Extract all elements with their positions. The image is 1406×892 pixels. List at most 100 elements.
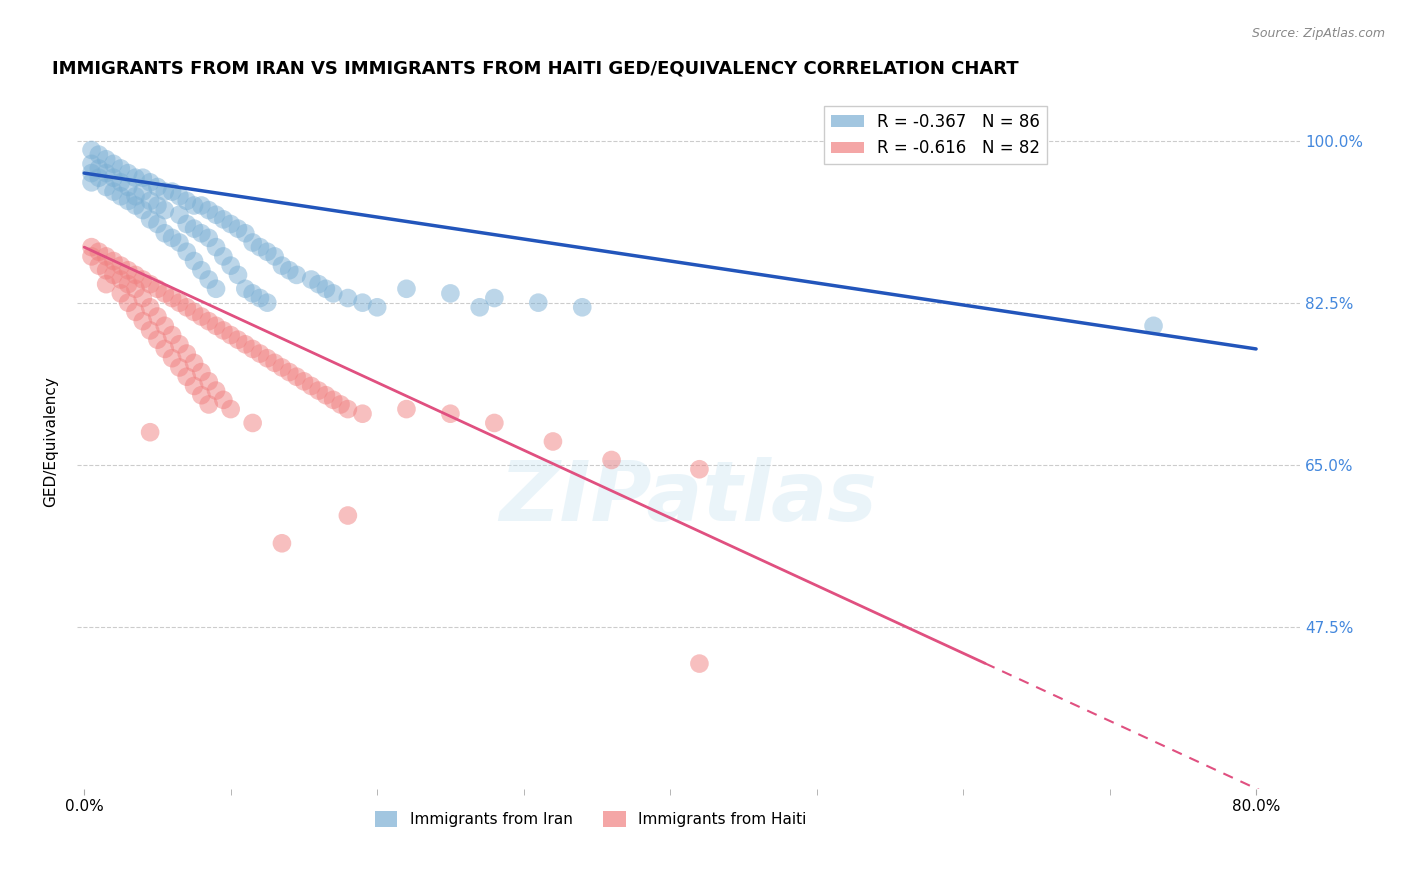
Point: [242, 235, 264, 250]
Point: [139, 425, 162, 440]
Point: [153, 318, 176, 333]
Point: [395, 402, 418, 417]
Point: [242, 342, 264, 356]
Point: [183, 254, 205, 268]
Point: [190, 226, 212, 240]
Point: [153, 226, 176, 240]
Point: [169, 295, 191, 310]
Point: [87, 161, 110, 176]
Point: [439, 286, 461, 301]
Point: [219, 328, 242, 343]
Point: [103, 268, 125, 282]
Point: [117, 166, 139, 180]
Point: [96, 166, 118, 180]
Point: [484, 291, 506, 305]
Point: [87, 244, 110, 259]
Point: [183, 221, 205, 235]
Point: [160, 231, 183, 245]
Point: [160, 351, 183, 366]
Point: [226, 333, 249, 347]
Point: [249, 346, 271, 360]
Point: [322, 392, 344, 407]
Point: [110, 286, 132, 301]
Point: [183, 305, 205, 319]
Point: [197, 397, 219, 411]
Point: [205, 318, 228, 333]
Point: [117, 277, 139, 292]
Point: [315, 388, 337, 402]
Point: [278, 365, 301, 379]
Point: [110, 175, 132, 189]
Point: [688, 462, 710, 476]
Point: [197, 203, 219, 218]
Point: [285, 268, 308, 282]
Point: [205, 282, 228, 296]
Point: [169, 189, 191, 203]
Point: [197, 314, 219, 328]
Point: [256, 295, 278, 310]
Point: [110, 259, 132, 273]
Point: [87, 147, 110, 161]
Point: [176, 244, 198, 259]
Point: [271, 360, 294, 375]
Point: [80, 143, 103, 157]
Point: [146, 180, 169, 194]
Point: [233, 226, 256, 240]
Point: [139, 194, 162, 208]
Point: [263, 356, 285, 370]
Point: [160, 185, 183, 199]
Point: [308, 277, 330, 292]
Point: [103, 185, 125, 199]
Point: [169, 360, 191, 375]
Point: [190, 198, 212, 212]
Point: [183, 379, 205, 393]
Point: [263, 249, 285, 263]
Point: [146, 217, 169, 231]
Point: [96, 263, 118, 277]
Point: [139, 300, 162, 314]
Point: [103, 170, 125, 185]
Point: [110, 189, 132, 203]
Point: [336, 508, 359, 523]
Point: [169, 337, 191, 351]
Point: [219, 402, 242, 417]
Point: [132, 291, 155, 305]
Point: [153, 286, 176, 301]
Point: [212, 249, 235, 263]
Point: [299, 379, 322, 393]
Point: [190, 310, 212, 324]
Point: [688, 657, 710, 671]
Point: [96, 249, 118, 263]
Point: [176, 194, 198, 208]
Point: [96, 277, 118, 292]
Point: [80, 175, 103, 189]
Point: [132, 203, 155, 218]
Point: [322, 286, 344, 301]
Point: [124, 305, 146, 319]
Text: ZIPatlas: ZIPatlas: [499, 457, 877, 538]
Point: [146, 310, 169, 324]
Point: [366, 300, 388, 314]
Point: [233, 337, 256, 351]
Point: [103, 157, 125, 171]
Point: [1142, 318, 1164, 333]
Point: [571, 300, 593, 314]
Point: [146, 333, 169, 347]
Text: Source: ZipAtlas.com: Source: ZipAtlas.com: [1251, 27, 1385, 40]
Point: [110, 272, 132, 286]
Point: [329, 397, 352, 411]
Point: [212, 323, 235, 337]
Point: [468, 300, 491, 314]
Point: [190, 388, 212, 402]
Point: [256, 244, 278, 259]
Point: [124, 282, 146, 296]
Point: [352, 407, 374, 421]
Point: [80, 166, 103, 180]
Point: [124, 268, 146, 282]
Point: [160, 291, 183, 305]
Point: [190, 365, 212, 379]
Point: [139, 175, 162, 189]
Point: [271, 536, 294, 550]
Point: [117, 263, 139, 277]
Point: [190, 263, 212, 277]
